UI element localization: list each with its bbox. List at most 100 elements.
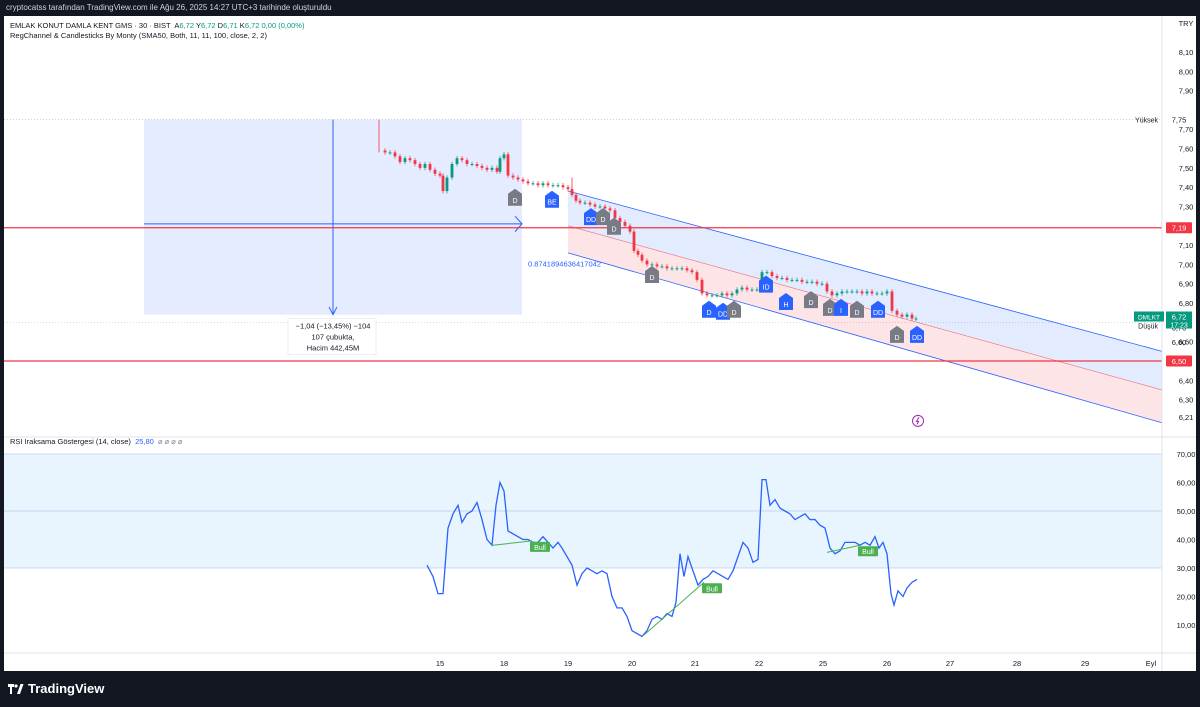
candle — [521, 177, 525, 184]
pattern-marker: D — [607, 217, 621, 235]
candle-body — [485, 167, 489, 170]
candle — [660, 264, 664, 269]
price-tick-label: 7,00 — [1179, 260, 1194, 269]
candle — [670, 265, 674, 271]
candle — [914, 316, 918, 321]
bull-divergence: Bull — [826, 544, 878, 557]
candle — [740, 285, 744, 292]
candle — [556, 182, 560, 188]
marker-shape — [823, 298, 837, 316]
pattern-marker: D — [702, 300, 716, 318]
candle — [632, 229, 636, 254]
marker-label: D — [854, 310, 859, 317]
rsi-tick-label: 50,00 — [1177, 507, 1196, 516]
candle — [820, 281, 824, 287]
pattern-marker: D — [727, 300, 741, 318]
candle-body — [655, 264, 659, 267]
candle-body — [536, 183, 540, 186]
symbol-legend[interactable]: EMLAK KONUT DAMLA KENT GMS · 30 · BIST A… — [10, 21, 304, 30]
marker-label: D — [649, 275, 654, 282]
candle — [770, 269, 774, 279]
candle — [720, 291, 724, 298]
candle — [428, 161, 432, 173]
bull-divergence: Bull — [492, 540, 550, 552]
candle-body — [710, 295, 714, 297]
time-tick-label: 27 — [946, 659, 954, 668]
candle — [775, 273, 779, 281]
change-value: 0,00 (0,00%) — [261, 21, 305, 30]
bull-divergence-line — [643, 581, 705, 636]
candle — [498, 155, 502, 175]
rsi-legend[interactable]: RSI Iraksama Göstergesi (14, close) 25,8… — [10, 437, 182, 446]
candle-body — [490, 167, 494, 170]
symbol-tag: DMLKT — [1138, 315, 1160, 322]
line-price-tag-1-bg — [1166, 222, 1192, 234]
marker-label: D — [706, 310, 711, 317]
candle — [710, 293, 714, 298]
candle — [900, 312, 904, 319]
candle — [536, 181, 540, 188]
open-value: 6,72 — [179, 21, 194, 30]
bull-label: Bull — [706, 586, 718, 593]
price-tick-label: 6,80 — [1179, 299, 1194, 308]
candle-body — [675, 268, 679, 270]
channel-upper-line — [567, 190, 1163, 352]
candle — [685, 265, 689, 273]
last-price-bg — [1166, 311, 1192, 329]
marker-label: D — [600, 217, 605, 224]
high-price-tag-text: 7,75 — [1172, 116, 1187, 125]
candle-body — [810, 281, 814, 283]
candle-body — [632, 231, 636, 251]
candle-body — [875, 293, 879, 295]
candle — [795, 277, 799, 283]
candle-body — [720, 293, 724, 296]
candle-body — [398, 156, 402, 163]
time-tick-label: Eyl — [1146, 659, 1157, 668]
chart-panel[interactable]: 0.8741894636417042 D BE DD D D D ID D DD D H D D I D DD D… — [4, 16, 1196, 671]
marker-shape — [584, 208, 598, 226]
candle-body — [775, 276, 779, 278]
candle-body — [820, 283, 824, 285]
marker-label: DD — [718, 312, 728, 319]
rsi-tick-label: 30,00 — [1177, 564, 1196, 573]
pattern-marker: D — [804, 291, 818, 309]
pattern-marker: D — [890, 325, 904, 343]
candle-body — [598, 206, 602, 208]
candle-body — [830, 291, 834, 296]
candle-body — [623, 221, 627, 226]
candle-body — [835, 293, 839, 296]
axes: TRY 8,10 8,00 7,90 7,70 7,60 7,50 7,40 7,30 7,10 7… — [4, 16, 1196, 671]
tradingview-logo[interactable]: TradingView — [8, 681, 104, 696]
candle-body — [423, 164, 427, 168]
candle-body — [725, 293, 729, 296]
price-tick-label: 7,90 — [1179, 87, 1194, 96]
candle — [735, 287, 739, 296]
candle-body — [541, 183, 545, 186]
candle-body — [800, 279, 804, 282]
candle-body — [408, 158, 412, 161]
channel-lower-area — [568, 225, 1162, 423]
candle-body — [905, 314, 909, 317]
pattern-marker: BE — [545, 190, 559, 208]
rsi-line — [426, 478, 918, 638]
low-label: D — [217, 21, 224, 30]
candle — [623, 219, 627, 229]
candle — [455, 155, 459, 167]
candle — [655, 262, 659, 269]
candle — [840, 289, 844, 296]
indicator-legend[interactable]: RegChannel & Candlesticks By Monty (SMA5… — [10, 31, 267, 40]
price-tick-label: 7,50 — [1179, 164, 1194, 173]
measure-tooltip-box — [287, 318, 377, 355]
indicator-name: RegChannel & Candlesticks By Monty (SMA5… — [10, 31, 267, 40]
tradingview-brand: TradingView — [28, 681, 105, 696]
bull-divergence: Bull — [643, 581, 722, 636]
candle-body — [521, 179, 525, 182]
channel-mid-line — [567, 225, 1163, 391]
candle-body — [578, 200, 582, 203]
candle-body — [805, 281, 809, 283]
candle-body — [860, 291, 864, 294]
candle-body — [383, 150, 387, 153]
candle-body — [470, 164, 474, 166]
